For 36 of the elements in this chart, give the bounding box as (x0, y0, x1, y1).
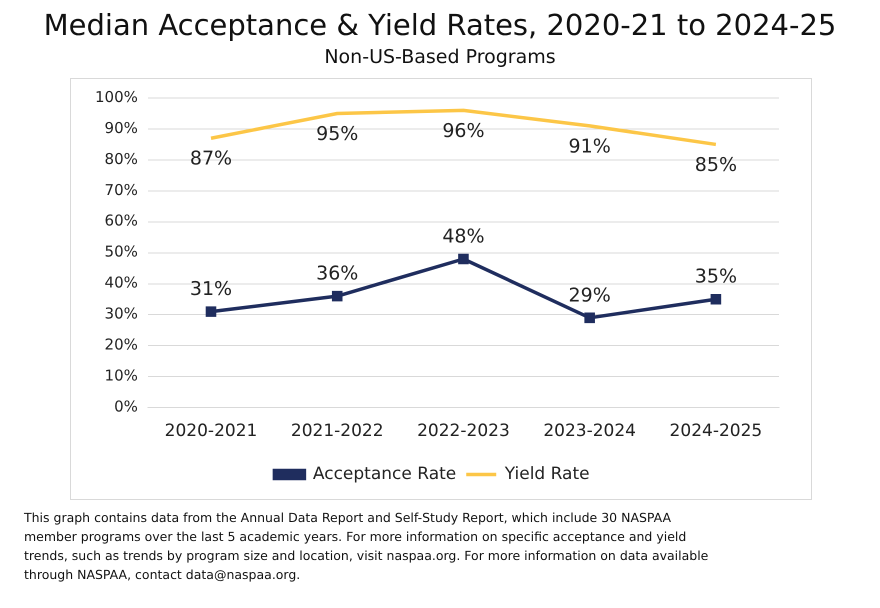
y-tick-label: 90% (104, 118, 138, 137)
point (584, 312, 595, 324)
x-tick-label: 2022-2023 (417, 421, 510, 442)
legend-label: Acceptance Rate (312, 464, 456, 484)
data-label: 96% (442, 120, 485, 142)
y-tick-label: 40% (104, 274, 138, 292)
x-tick-label: 2023-2024 (543, 421, 636, 442)
y-tick-label: 10% (104, 366, 138, 385)
chart-subtitle: Non-US-Based Programs (323, 46, 557, 68)
y-tick-label: 80% (104, 150, 138, 168)
data-label: 31% (190, 278, 232, 300)
point (332, 290, 343, 302)
data-label: 91% (568, 135, 611, 158)
x-tick-label: 2021-2022 (290, 421, 384, 442)
data-label: 29% (568, 284, 611, 306)
point (710, 294, 722, 305)
text: This graph contains data from the Annual Data Report and Self-Study Report, which include 30 NASPAA member programs over the last 5 academic years. For more information on specific acceptance and yield trends, such as trends by program size and location, visit naspaa.org. For more information on data available through NASPAA, contact data@naspaa.org. (24, 509, 710, 584)
chart-title: Median Acceptance & Yield Rates, 2020-21 to 2024-25 (42, 8, 838, 42)
point (458, 254, 469, 264)
legend-label: Yield Rate (504, 464, 590, 484)
data-label: 48% (442, 225, 485, 248)
point (206, 306, 216, 317)
data-label: 36% (316, 262, 358, 285)
data-label: 35% (694, 266, 738, 288)
data-label: 85% (694, 154, 738, 176)
y-tick-label: 50% (104, 242, 138, 261)
y-tick-label: 30% (104, 304, 138, 323)
y-tick-label: 70% (104, 180, 138, 199)
y-tick-label: 60% (104, 212, 138, 230)
y-tick-label: 0% (114, 397, 138, 416)
y-tick-label: 20% (104, 336, 138, 354)
data-label: 95% (316, 122, 358, 145)
x-tick-label: 2020-2021 (164, 421, 258, 442)
x-tick-label: 2024-2025 (670, 421, 762, 442)
data-label: 87% (190, 148, 232, 170)
y-tick-label: 100% (94, 88, 138, 106)
